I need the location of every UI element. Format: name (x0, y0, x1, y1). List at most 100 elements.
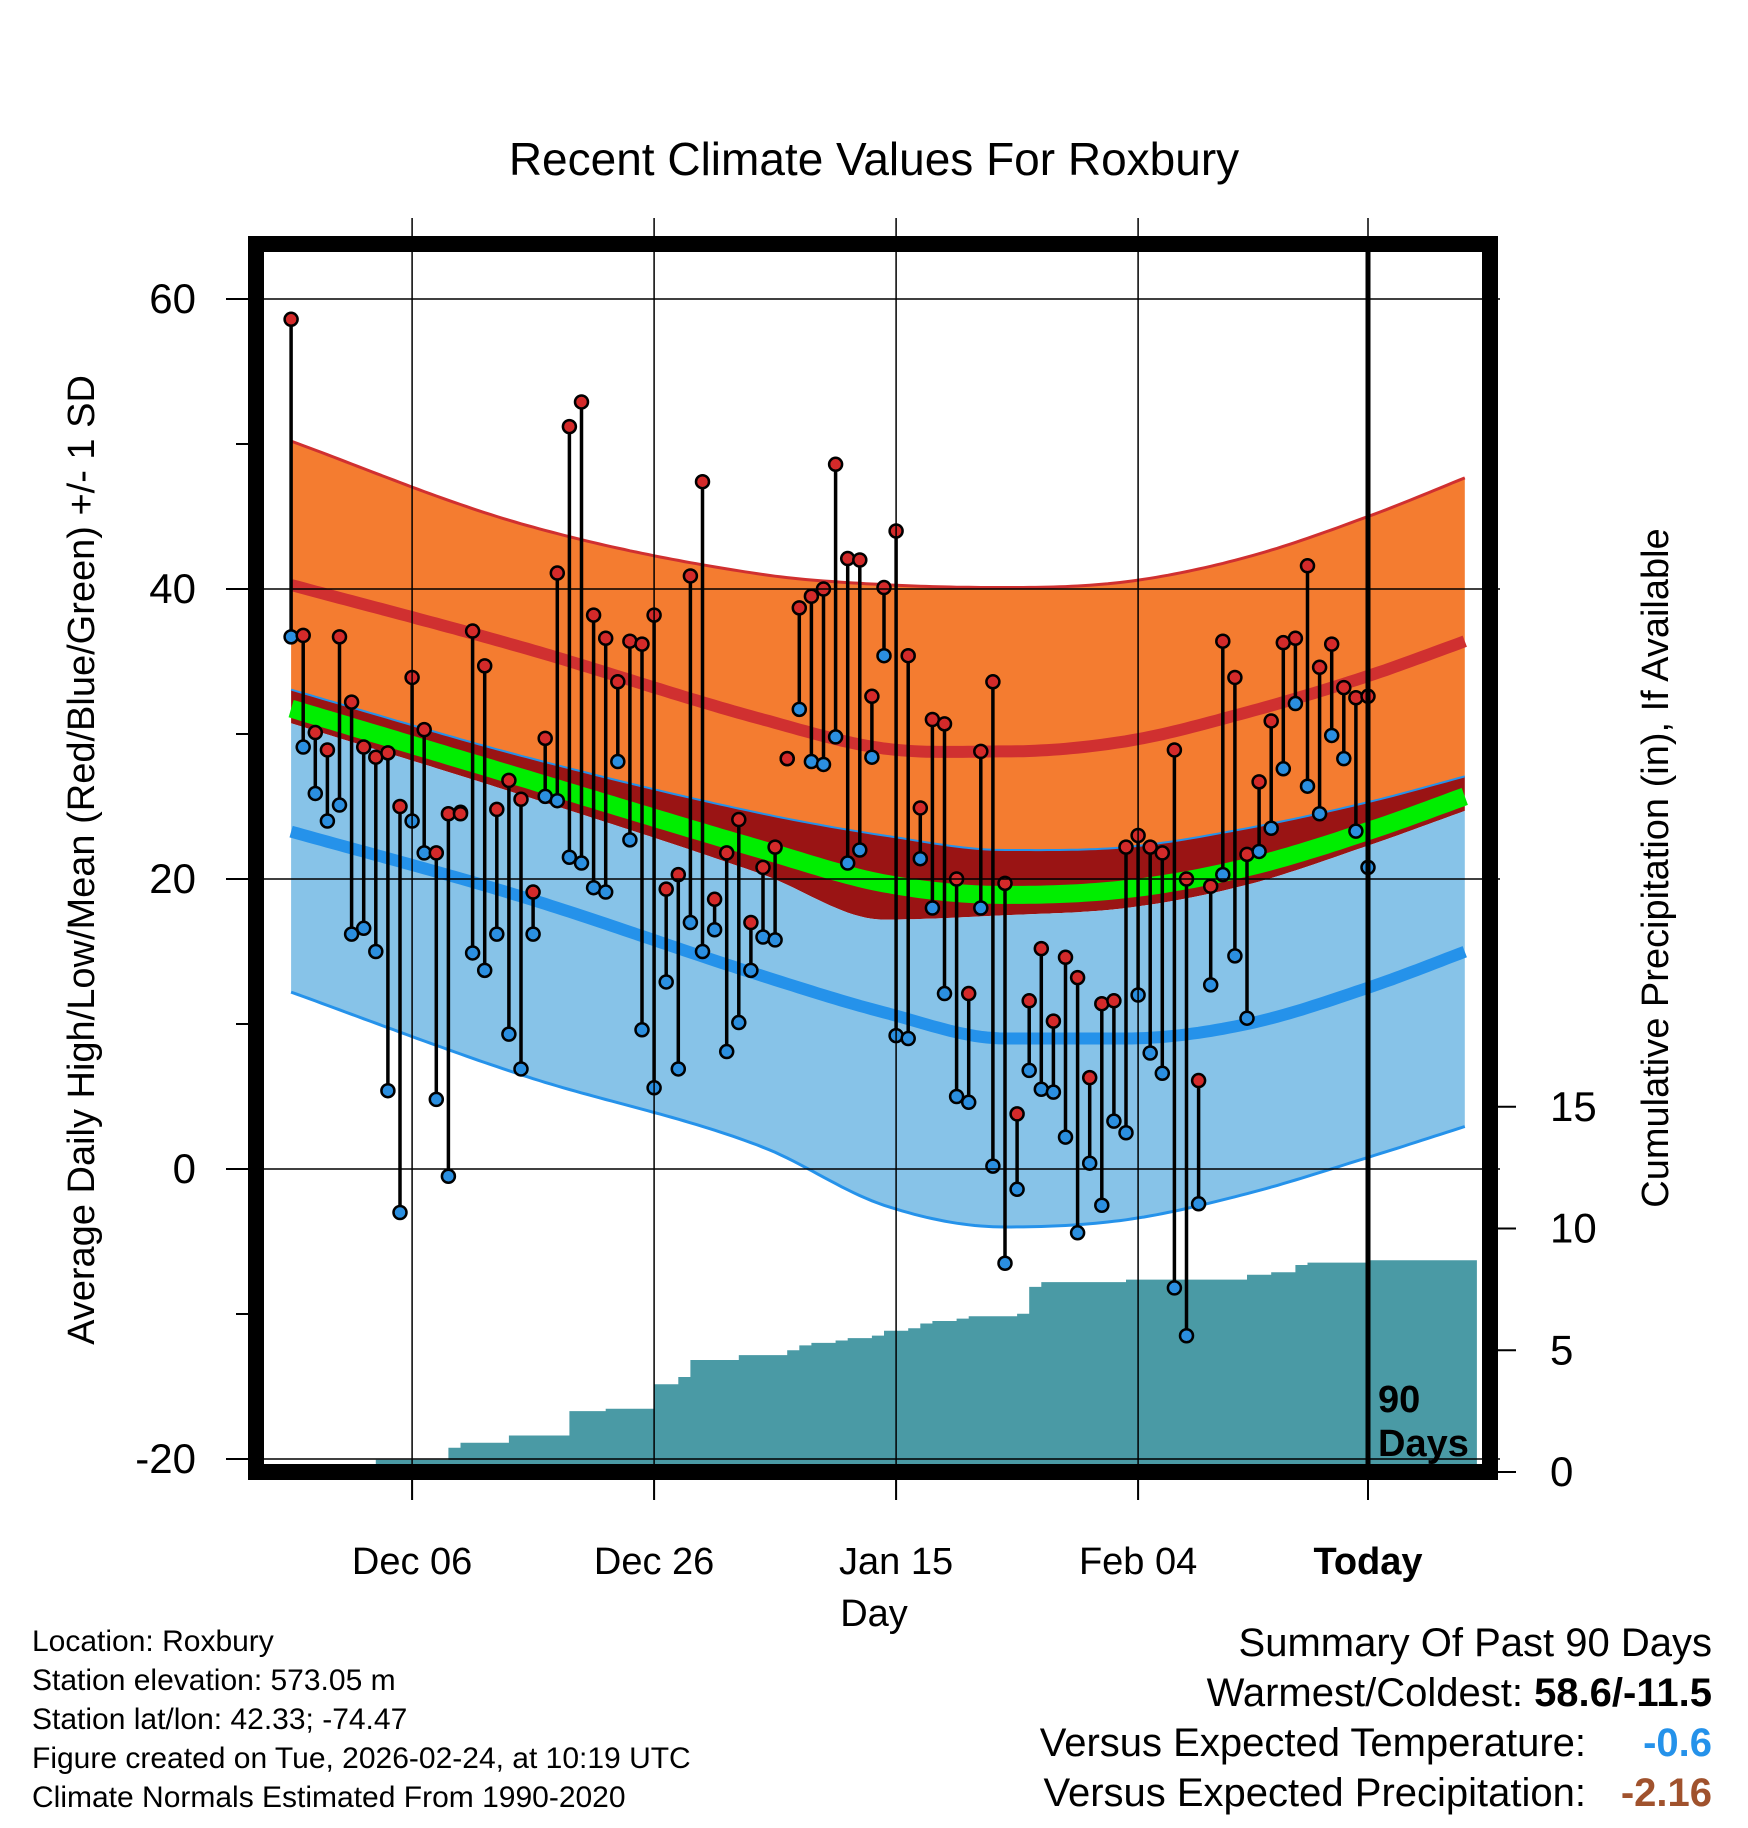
daily-high-point (682, 568, 699, 584)
warmest-coldest-value: 58.6/-11.5 (1534, 1671, 1712, 1715)
plot-area (283, 244, 1477, 1472)
daily-low-point (936, 985, 953, 1002)
daily-low-point (839, 855, 856, 871)
daily-low-point (380, 1082, 396, 1099)
daily-high-point (610, 674, 626, 690)
daily-low-point (852, 842, 868, 858)
daily-high-point (731, 811, 747, 828)
daily-high-point (452, 806, 469, 822)
daily-low-point (1190, 1196, 1207, 1212)
daily-high-point (634, 636, 650, 652)
daily-low-point (1094, 1197, 1110, 1213)
daily-high-point (1215, 633, 1231, 649)
daily-high-point (1106, 993, 1122, 1009)
daily-high-point (1081, 1069, 1098, 1086)
daily-low-point (561, 849, 578, 865)
daily-low-point (1178, 1328, 1195, 1344)
x-tick-label: Feb 04 (1079, 1541, 1197, 1583)
daily-low-point (1336, 750, 1352, 767)
daily-low-point (597, 884, 614, 900)
daily-low-point (634, 1022, 650, 1038)
summary-title: Summary Of Past 90 Days (1238, 1621, 1712, 1665)
daily-high-point (936, 716, 953, 732)
daily-low-point (1154, 1065, 1171, 1082)
daily-high-point (755, 859, 771, 876)
daily-low-point (476, 962, 493, 979)
daily-low-point (670, 1061, 687, 1077)
daily-low-point (1239, 1010, 1255, 1026)
daily-high-point (1202, 878, 1219, 894)
y-tick-label: 20 (149, 855, 196, 902)
daily-low-point (912, 850, 929, 867)
daily-low-point (1299, 778, 1316, 794)
daily-high-point (1263, 713, 1279, 729)
daily-high-point (1166, 742, 1183, 758)
low-lower-sd-line (290, 990, 1466, 1229)
daily-low-point (1251, 843, 1267, 860)
daily-high-point (1251, 774, 1267, 790)
daily-low-point (1348, 823, 1364, 839)
daily-low-point (501, 1026, 517, 1042)
y2-tick-label: 0 (1550, 1448, 1573, 1495)
daily-high-point (1009, 1106, 1025, 1122)
daily-high-point (513, 791, 529, 807)
low-normal-band (291, 723, 1465, 1227)
daily-low-point (682, 914, 699, 931)
warmest-coldest-label: Warmest/Coldest: (1206, 1671, 1535, 1715)
daily-low-point (307, 785, 324, 802)
daily-high-point (827, 456, 844, 473)
daily-high-point (658, 881, 674, 897)
warmest-coldest-row: Warmest/Coldest: 58.6/-11.5 (1040, 1668, 1712, 1718)
summary-panel: Summary Of Past 90 Days Warmest/Coldest:… (1040, 1618, 1712, 1818)
window-days-word: Days (1378, 1423, 1469, 1465)
daily-low-point (731, 1014, 747, 1031)
y-tick-label: 40 (149, 565, 196, 612)
daily-low-point (610, 753, 626, 770)
daily-high-point (779, 750, 795, 767)
daily-high-point (1045, 1013, 1062, 1029)
daily-low-point (791, 701, 808, 718)
daily-high-point (1021, 993, 1037, 1009)
daily-high-point (355, 739, 372, 755)
daily-high-point (876, 579, 892, 596)
chart-title: Recent Climate Values For Roxbury (509, 133, 1239, 185)
elevation-text: Station elevation: 573.05 m (32, 1664, 396, 1697)
daily-low-point (1142, 1045, 1158, 1061)
x-tick-label: Dec 26 (594, 1541, 714, 1583)
temp-departure-value: -0.6 (1643, 1721, 1712, 1765)
daily-low-point (767, 932, 783, 948)
daily-high-point (501, 772, 517, 789)
daily-low-point (876, 647, 892, 664)
normal-mean-line (288, 699, 1468, 905)
created-text: Figure created on Tue, 2026-02-24, at 10… (32, 1742, 691, 1775)
daily-low-point (706, 922, 723, 938)
daily-high-point (973, 743, 989, 760)
precip-departure-label: Versus Expected Precipitation: (1043, 1771, 1586, 1815)
location-text: Location: Roxbury (32, 1625, 274, 1658)
daily-high-point (864, 688, 880, 705)
daily-low-point (1106, 1113, 1122, 1129)
daily-high-point (1299, 558, 1316, 574)
daily-low-point (1215, 866, 1231, 883)
daily-high-point (706, 891, 723, 908)
daily-low-point (343, 926, 360, 942)
x-tick-label: Dec 06 (352, 1541, 472, 1583)
daily-high-point (295, 627, 311, 644)
daily-low-point (573, 855, 590, 871)
daily-high-point (331, 629, 348, 645)
daily-low-point (440, 1168, 457, 1184)
daily-high-point (852, 552, 868, 568)
y2-tick-label: 10 (1550, 1205, 1597, 1252)
daily-high-point (319, 742, 336, 758)
daily-low-point (1069, 1225, 1086, 1241)
daily-high-point (489, 801, 505, 818)
latlon-text: Station lat/lon: 42.33; -74.47 (32, 1703, 408, 1736)
daily-low-point (827, 729, 844, 745)
daily-low-point (622, 832, 638, 848)
daily-low-point (428, 1091, 445, 1108)
daily-high-point (803, 588, 820, 604)
x-tick-label: Jan 15 (839, 1541, 953, 1583)
daily-high-point (525, 884, 541, 900)
normal-low-line (289, 825, 1467, 1045)
station-info: Location: Roxbury Station elevation: 573… (32, 1622, 691, 1817)
